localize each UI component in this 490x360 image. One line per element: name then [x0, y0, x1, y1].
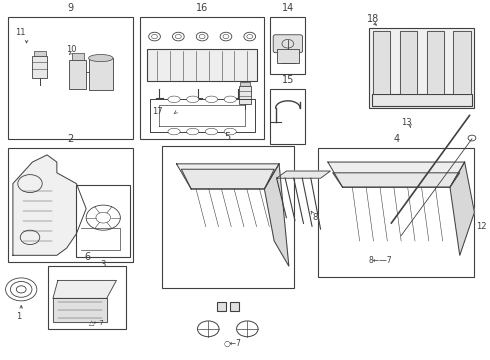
Text: 17: 17 — [152, 107, 163, 116]
Text: 13: 13 — [401, 118, 411, 127]
Polygon shape — [373, 31, 391, 94]
FancyBboxPatch shape — [273, 35, 302, 53]
Bar — [372, 94, 472, 107]
Polygon shape — [176, 164, 279, 189]
Bar — [240, 82, 249, 86]
Text: 5: 5 — [224, 132, 231, 142]
Text: 10: 10 — [66, 45, 77, 54]
Text: 11: 11 — [15, 28, 25, 37]
Polygon shape — [53, 298, 107, 321]
Text: 16: 16 — [196, 3, 208, 13]
Bar — [8, 148, 133, 262]
Text: 1: 1 — [16, 312, 22, 321]
Bar — [76, 185, 130, 257]
Text: 3: 3 — [100, 261, 106, 270]
Polygon shape — [453, 31, 471, 94]
Bar — [270, 17, 305, 74]
Polygon shape — [333, 173, 460, 187]
Bar — [162, 146, 294, 288]
Text: 2: 2 — [67, 134, 74, 144]
Bar — [48, 266, 126, 329]
Bar — [32, 56, 47, 78]
Ellipse shape — [205, 96, 218, 103]
Text: 18: 18 — [367, 14, 379, 24]
Polygon shape — [277, 171, 330, 178]
Text: 14: 14 — [282, 3, 294, 13]
Bar — [34, 51, 46, 56]
Polygon shape — [450, 162, 474, 255]
Bar — [239, 86, 251, 104]
Ellipse shape — [89, 54, 113, 62]
Text: 6: 6 — [84, 252, 90, 262]
Text: 8←—7: 8←—7 — [369, 256, 392, 265]
Bar — [89, 58, 113, 90]
Text: 12: 12 — [476, 222, 487, 231]
Polygon shape — [328, 162, 465, 187]
Text: 8: 8 — [312, 213, 318, 222]
Bar — [147, 49, 257, 81]
Bar — [72, 53, 84, 60]
Text: △←7: △←7 — [89, 319, 104, 325]
Ellipse shape — [224, 129, 236, 135]
Polygon shape — [181, 169, 274, 189]
Polygon shape — [13, 155, 86, 255]
Ellipse shape — [168, 129, 180, 135]
Polygon shape — [265, 164, 289, 266]
Bar — [277, 49, 298, 63]
Bar — [369, 28, 474, 108]
Bar — [230, 302, 239, 311]
Ellipse shape — [224, 96, 236, 103]
Text: 15: 15 — [282, 75, 294, 85]
Polygon shape — [427, 31, 444, 94]
Polygon shape — [400, 31, 417, 94]
Bar — [140, 17, 265, 139]
Text: 4: 4 — [393, 134, 399, 144]
Text: 9: 9 — [67, 3, 74, 13]
Bar — [270, 89, 305, 144]
Bar — [69, 60, 86, 89]
Bar — [318, 148, 474, 277]
Bar — [217, 302, 226, 311]
Ellipse shape — [205, 129, 218, 135]
Text: ○←7: ○←7 — [224, 339, 242, 348]
Bar — [8, 17, 133, 139]
Polygon shape — [53, 280, 117, 298]
Ellipse shape — [187, 96, 199, 103]
Ellipse shape — [168, 96, 180, 103]
Ellipse shape — [187, 129, 199, 135]
